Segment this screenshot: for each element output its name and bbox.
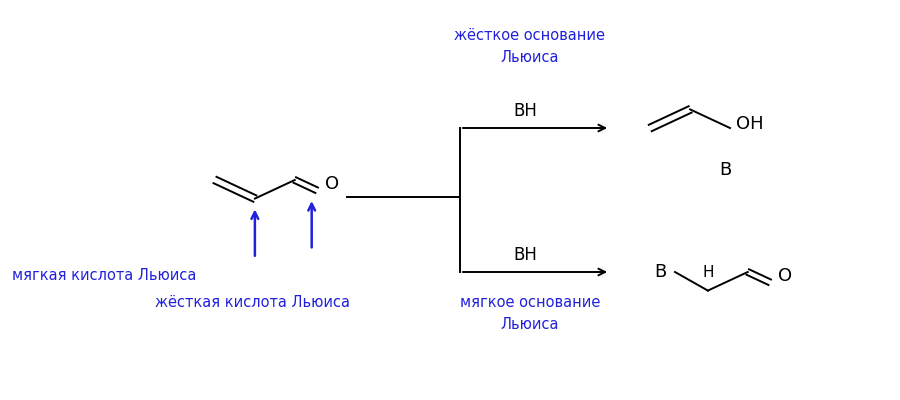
Text: мягкое основание: мягкое основание	[460, 295, 600, 310]
Text: O: O	[325, 175, 338, 193]
Text: BH: BH	[513, 246, 537, 264]
Text: OH: OH	[736, 115, 763, 133]
Text: H: H	[702, 265, 714, 280]
Text: Льюиса: Льюиса	[500, 317, 559, 332]
Text: Льюиса: Льюиса	[500, 50, 559, 65]
Text: мягкая кислота Льюиса: мягкая кислота Льюиса	[12, 268, 196, 283]
Text: B: B	[719, 161, 731, 179]
Text: B: B	[654, 263, 666, 281]
Text: BH: BH	[513, 102, 537, 120]
Text: жёсткое основание: жёсткое основание	[454, 28, 606, 43]
Text: O: O	[778, 267, 792, 285]
Text: жёсткая кислота Льюиса: жёсткая кислота Льюиса	[155, 295, 350, 310]
